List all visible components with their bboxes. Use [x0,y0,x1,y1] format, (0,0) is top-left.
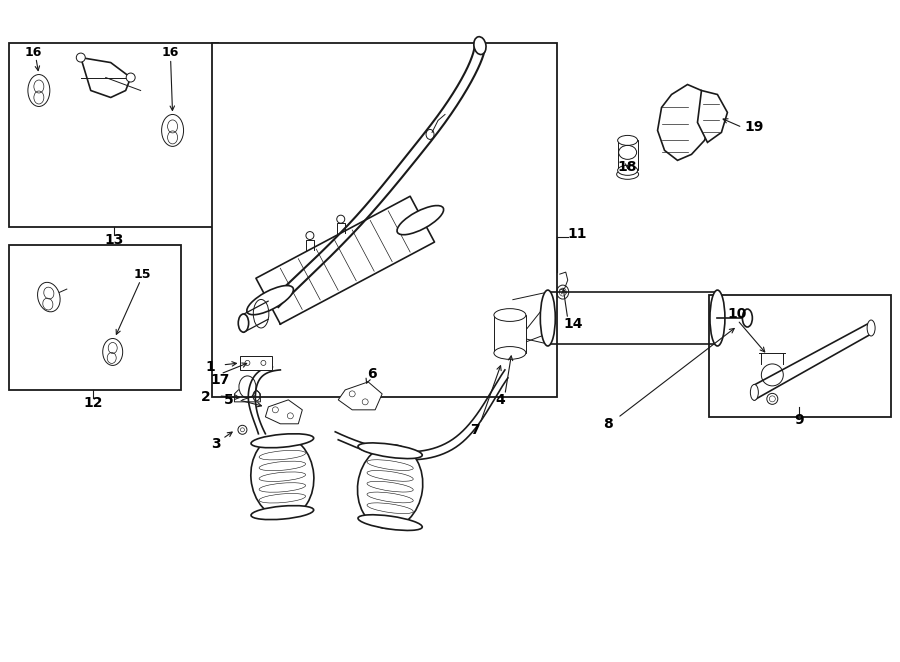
Polygon shape [698,91,727,142]
Polygon shape [266,400,302,424]
Bar [709,295,891,417]
Bar [9,42,219,227]
Text: 4: 4 [495,393,505,407]
Bar [617,140,637,170]
Text: 5: 5 [223,393,233,407]
Ellipse shape [710,290,724,346]
Ellipse shape [28,75,50,107]
Ellipse shape [251,506,314,520]
Text: 13: 13 [104,233,123,247]
Text: 11: 11 [567,227,587,241]
Text: 10: 10 [728,307,747,321]
Ellipse shape [751,385,759,401]
Bar [212,42,557,397]
Ellipse shape [617,166,637,175]
Text: 7: 7 [470,423,480,437]
Ellipse shape [494,308,526,322]
Ellipse shape [742,309,752,327]
Bar [9,245,181,390]
Polygon shape [658,85,712,160]
Text: 2: 2 [201,390,211,404]
Ellipse shape [251,434,314,448]
Text: 1: 1 [205,360,215,374]
Ellipse shape [247,285,293,314]
Ellipse shape [251,436,314,518]
Text: 9: 9 [795,413,804,427]
Ellipse shape [617,136,637,146]
Bar [494,315,526,353]
Ellipse shape [238,314,248,332]
Ellipse shape [540,290,555,346]
Text: 8: 8 [603,417,613,431]
Text: 16: 16 [162,46,179,59]
Circle shape [76,53,86,62]
Ellipse shape [358,515,422,530]
Text: 15: 15 [134,267,151,281]
Ellipse shape [162,115,184,146]
Circle shape [126,73,135,82]
Text: 17: 17 [211,373,230,387]
Ellipse shape [473,36,486,54]
Ellipse shape [38,282,60,312]
Text: 14: 14 [563,317,582,331]
Text: 18: 18 [618,160,637,174]
Ellipse shape [494,347,526,359]
Text: 16: 16 [24,46,41,59]
Text: 12: 12 [83,396,103,410]
Ellipse shape [616,169,639,179]
Ellipse shape [397,206,444,235]
Ellipse shape [357,445,423,528]
Polygon shape [338,382,382,410]
Ellipse shape [867,320,875,336]
Text: 19: 19 [744,120,764,134]
Ellipse shape [103,338,122,365]
Bar [240,356,273,370]
Text: 6: 6 [367,367,377,381]
Ellipse shape [358,443,422,459]
Text: 3: 3 [211,437,220,451]
